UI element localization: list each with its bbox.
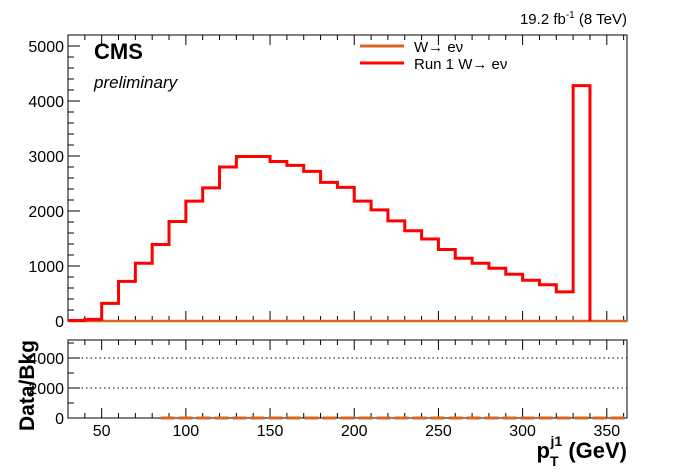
ratio-y-axis-title: Data/Bkg [16, 340, 39, 431]
series-line-1 [68, 84, 592, 322]
x-tick-label: 150 [257, 423, 284, 440]
cms-label: CMS [94, 39, 143, 64]
ratio-y-tick-label: 4000 [28, 351, 64, 368]
main-y-tick-label: 4000 [28, 94, 64, 111]
legend-label-1: Run 1 W→ eν [414, 56, 507, 73]
main-y-tick-label: 0 [55, 314, 64, 331]
legend-label-0: W→ eν [414, 39, 463, 56]
ratio-y-axis: 0 2000 4000 [28, 342, 80, 428]
x-tick-label: 50 [93, 423, 111, 440]
ratio-gridlines [68, 357, 627, 389]
preliminary-label: preliminary [93, 73, 179, 92]
x-axis-title: pTj1 (GeV) [537, 433, 628, 469]
legend: W→ eν Run 1 W→ eν [360, 39, 507, 73]
x-tick-label: 350 [593, 423, 620, 440]
ratio-panel-frame [67, 339, 628, 419]
main-plot-series [68, 84, 627, 323]
x-tick-label: 300 [509, 423, 536, 440]
main-y-tick-label: 1000 [28, 259, 64, 276]
x-tick-label: 200 [341, 423, 368, 440]
ratio-y-tick-label: 2000 [28, 381, 64, 398]
lumi-label: 19.2 fb-1 (8 TeV) [520, 10, 627, 28]
x-tick-label: 100 [173, 423, 200, 440]
main-y-axis: 0 1000 2000 3000 4000 5000 [28, 39, 80, 331]
x-tick-label: 250 [425, 423, 452, 440]
main-y-tick-label: 2000 [28, 204, 64, 221]
main-y-tick-label: 5000 [28, 39, 64, 56]
ratio-y-tick-label: 0 [55, 411, 64, 428]
ratio-x-axis: 50 100 150 200 250 300 350 [84, 340, 625, 440]
main-y-tick-label: 3000 [28, 149, 64, 166]
